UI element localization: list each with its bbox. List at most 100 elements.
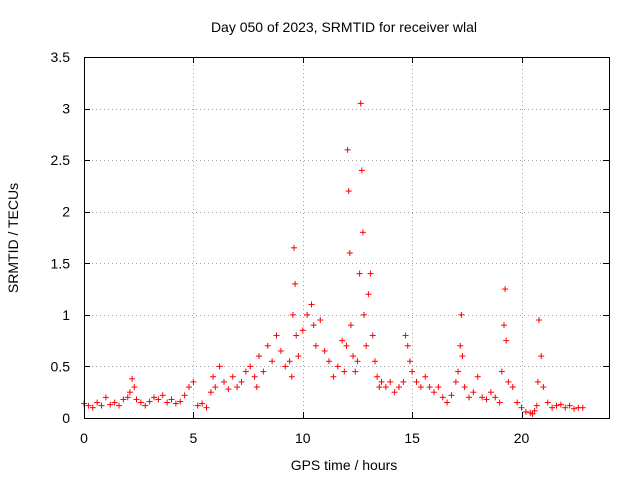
data-point xyxy=(94,399,101,406)
data-point xyxy=(503,337,510,344)
data-point xyxy=(181,392,188,399)
data-point xyxy=(273,332,280,339)
data-point xyxy=(256,353,262,360)
data-point xyxy=(310,322,317,329)
data-point xyxy=(199,400,206,407)
y-tick-label: 2.5 xyxy=(51,152,71,168)
data-point xyxy=(409,368,416,375)
data-point xyxy=(501,322,507,329)
data-point xyxy=(207,389,214,396)
data-point xyxy=(120,396,127,403)
data-point xyxy=(137,399,144,406)
plot-frame xyxy=(84,57,610,419)
data-point xyxy=(286,358,293,365)
data-point xyxy=(345,188,352,195)
grid-lines xyxy=(84,57,609,418)
data-point xyxy=(190,378,197,385)
data-point xyxy=(212,384,219,391)
data-point xyxy=(540,384,547,391)
data-point xyxy=(571,405,577,412)
x-tick-label: 15 xyxy=(404,430,420,446)
data-point xyxy=(557,401,564,408)
data-point xyxy=(253,384,260,391)
data-point xyxy=(194,402,201,409)
data-point xyxy=(102,394,109,401)
data-point xyxy=(264,342,271,349)
data-point xyxy=(343,342,350,349)
data-point xyxy=(406,358,413,365)
data-point xyxy=(347,322,354,329)
data-point xyxy=(168,396,175,403)
data-point xyxy=(439,394,446,401)
data-point xyxy=(357,100,364,107)
data-point xyxy=(457,342,464,349)
data-point xyxy=(269,358,276,365)
data-point xyxy=(133,396,140,403)
data-point xyxy=(260,368,267,375)
data-point xyxy=(422,373,429,380)
y-axis-label: SRMTID / TECUs xyxy=(5,183,21,293)
data-point xyxy=(247,363,254,370)
y-tick-label: 2 xyxy=(62,204,70,220)
data-point xyxy=(341,368,348,375)
data-point xyxy=(238,378,245,385)
y-tick-label: 0 xyxy=(62,410,70,426)
data-point xyxy=(387,378,394,385)
data-point xyxy=(159,392,166,399)
data-point xyxy=(334,363,341,370)
data-point xyxy=(579,404,586,411)
data-point xyxy=(251,373,258,380)
data-point xyxy=(312,342,319,349)
data-point xyxy=(292,280,299,287)
data-point xyxy=(498,368,505,375)
data-point xyxy=(461,384,468,391)
data-point xyxy=(293,332,300,339)
data-point xyxy=(172,400,179,407)
data-point xyxy=(326,358,332,365)
data-point xyxy=(531,407,538,414)
data-point xyxy=(378,378,385,385)
data-point xyxy=(339,337,346,344)
data-point xyxy=(291,244,297,251)
data-point xyxy=(354,358,361,365)
data-point xyxy=(496,399,503,406)
data-point xyxy=(111,399,118,406)
data-point xyxy=(225,386,232,393)
data-point xyxy=(444,399,451,406)
data-point xyxy=(376,384,383,391)
data-point xyxy=(435,384,442,391)
data-points xyxy=(81,100,586,417)
data-point xyxy=(509,384,516,391)
data-point xyxy=(369,332,376,339)
data-point xyxy=(203,404,210,411)
data-point xyxy=(562,404,569,411)
data-point xyxy=(549,404,556,411)
x-tick-label: 5 xyxy=(189,430,197,446)
data-point xyxy=(522,408,529,415)
data-point xyxy=(131,384,138,391)
data-point xyxy=(177,398,184,405)
data-point xyxy=(553,402,560,409)
chart-title: Day 050 of 2023, SRMTID for receiver wla… xyxy=(211,19,477,35)
axis-ticks xyxy=(84,57,609,419)
data-point xyxy=(458,311,465,318)
data-point xyxy=(487,389,494,396)
data-point xyxy=(155,396,162,403)
data-point xyxy=(361,311,367,318)
y-tick-label: 0.5 xyxy=(51,358,71,374)
data-point xyxy=(514,399,521,406)
data-point xyxy=(277,347,284,354)
data-point xyxy=(221,378,227,385)
data-point xyxy=(356,270,363,277)
data-point xyxy=(400,378,407,385)
data-point xyxy=(529,410,536,417)
y-tick-label: 3.5 xyxy=(51,49,71,65)
data-point xyxy=(536,317,542,324)
data-point xyxy=(282,363,289,370)
data-point xyxy=(186,384,192,391)
data-point xyxy=(518,404,525,411)
data-point xyxy=(126,389,133,396)
data-point xyxy=(448,392,455,399)
